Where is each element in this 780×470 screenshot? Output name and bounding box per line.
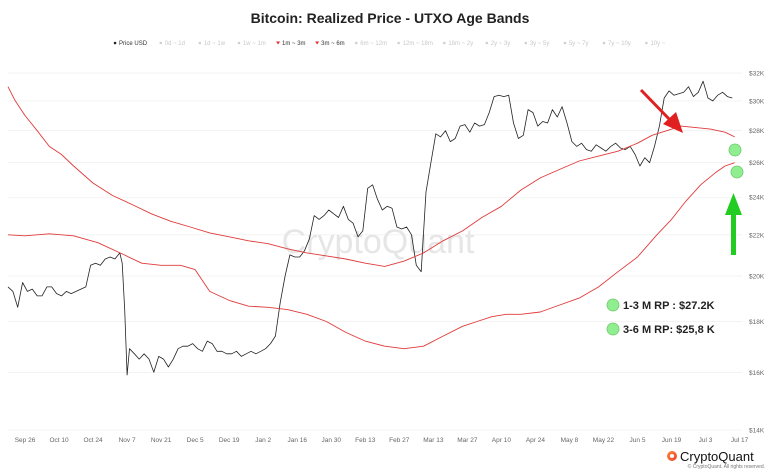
legend-item[interactable]: 3y ~ 5y bbox=[524, 41, 550, 47]
legend-item[interactable]: Price USD bbox=[113, 41, 148, 47]
y-tick-label: $32K bbox=[749, 71, 765, 78]
copyright-text: © CryptoQuant. All rights reserved. bbox=[688, 463, 765, 470]
legend-label: 3m ~ 6m bbox=[321, 41, 345, 47]
legend-item[interactable]: 10y ~ bbox=[645, 41, 666, 47]
legend-label: 12m ~ 18m bbox=[403, 41, 433, 47]
legend-item[interactable]: 18m ~ 2y bbox=[443, 41, 473, 47]
annotation-1-3m: 1-3 M RP : $27.2K bbox=[606, 298, 715, 312]
chart-title: Bitcoin: Realized Price - UTXO Age Bands bbox=[251, 10, 530, 26]
legend-label: 7y ~ 10y bbox=[608, 41, 631, 47]
y-tick-label: $22K bbox=[749, 232, 765, 239]
legend-symbol bbox=[524, 41, 528, 45]
legend-item[interactable]: 0d ~ 1d bbox=[159, 41, 185, 47]
legend-label: 0d ~ 1d bbox=[165, 41, 185, 47]
legend-item[interactable]: 5y ~ 7y bbox=[563, 41, 589, 47]
legend-label: 2y ~ 3y bbox=[491, 41, 511, 47]
x-tick-label: May 22 bbox=[593, 437, 615, 444]
cryptoquant-logo: CryptoQuant © CryptoQuant. All rights re… bbox=[667, 449, 765, 470]
legend-symbol bbox=[159, 41, 163, 45]
x-tick-label: Jun 5 bbox=[630, 437, 646, 444]
series-3m-6m bbox=[7, 162, 735, 350]
x-tick-label: Jan 30 bbox=[321, 437, 341, 444]
x-tick-label: Oct 24 bbox=[83, 437, 103, 444]
x-tick-label: Nov 7 bbox=[119, 437, 136, 444]
legend-label: 18m ~ 2y bbox=[448, 41, 473, 47]
legend-symbol bbox=[354, 41, 358, 45]
x-tick-label: Apr 10 bbox=[492, 437, 512, 444]
legend-item[interactable]: 1m ~ 3m bbox=[276, 41, 306, 47]
annotation-dot bbox=[606, 322, 620, 336]
green-arrow-icon bbox=[725, 193, 742, 255]
x-tick-label: Jan 16 bbox=[287, 437, 307, 444]
red-arrow-icon bbox=[639, 88, 683, 133]
series-layer bbox=[7, 80, 735, 376]
logo-text: CryptoQuant bbox=[680, 449, 754, 464]
legend-item[interactable]: 3m ~ 6m bbox=[315, 41, 345, 47]
legend-symbol bbox=[198, 41, 202, 45]
legend-item[interactable]: 7y ~ 10y bbox=[602, 41, 631, 47]
x-axis-ticks: Sep 26 Oct 10 Oct 24 Nov 7 Nov 21 Dec 5 Dec 19… bbox=[15, 437, 749, 444]
legend-item[interactable]: 6m ~ 12m bbox=[354, 41, 387, 47]
series-price-usd bbox=[7, 80, 733, 376]
legend-label: Price USD bbox=[119, 41, 148, 47]
x-tick-label: Jul 3 bbox=[699, 437, 713, 444]
x-tick-label: Mar 13 bbox=[423, 437, 444, 444]
x-tick-label: May 8 bbox=[561, 437, 579, 444]
legend-label: 1d ~ 1w bbox=[204, 41, 226, 47]
x-tick-label: Dec 19 bbox=[219, 437, 240, 444]
x-tick-label: Apr 24 bbox=[526, 437, 546, 444]
legend-item[interactable]: 12m ~ 18m bbox=[397, 41, 433, 47]
x-tick-label: Jan 2 bbox=[255, 437, 271, 444]
legend-label: 6m ~ 12m bbox=[360, 41, 387, 47]
y-tick-label: $24K bbox=[749, 195, 765, 202]
legend-symbol bbox=[563, 41, 567, 45]
marker-3-6m bbox=[730, 165, 744, 179]
y-tick-label: $18K bbox=[749, 319, 765, 326]
y-tick-label: $16K bbox=[749, 370, 765, 377]
legend-item[interactable]: 1d ~ 1w bbox=[198, 41, 226, 47]
legend-symbol bbox=[602, 41, 606, 45]
x-tick-label: Dec 5 bbox=[187, 437, 204, 444]
legend-label: 1m ~ 3m bbox=[282, 41, 306, 47]
annotation-dot bbox=[606, 298, 620, 312]
y-tick-label: $20K bbox=[749, 273, 765, 280]
x-tick-label: Sep 26 bbox=[15, 437, 36, 444]
legend-label: 5y ~ 7y bbox=[569, 41, 589, 47]
x-tick-label: Jun 19 bbox=[662, 437, 682, 444]
x-tick-label: Nov 21 bbox=[151, 437, 172, 444]
y-tick-label: $26K bbox=[749, 160, 765, 167]
legend-item[interactable]: 1w ~ 1m bbox=[237, 41, 266, 47]
legend-symbol bbox=[443, 41, 446, 45]
marker-1-3m bbox=[728, 143, 742, 157]
y-tick-label: $28K bbox=[749, 128, 765, 135]
y-axis-ticks: $14K $16K $18K $20K $22K $24K $26K $28K $30K $32K bbox=[749, 71, 765, 435]
legend-symbol bbox=[237, 41, 241, 45]
series-1m-3m bbox=[7, 86, 735, 267]
x-tick-label: Jul 17 bbox=[731, 437, 749, 444]
watermark-text: CryptoQuant bbox=[282, 223, 475, 261]
legend-symbol bbox=[113, 41, 117, 45]
annotation-1-3m-text: 1-3 M RP : $27.2K bbox=[623, 300, 715, 312]
legend-symbol bbox=[397, 41, 400, 45]
legend-label: 1w ~ 1m bbox=[243, 41, 266, 47]
x-tick-label: Mar 27 bbox=[457, 437, 478, 444]
legend-label: 3y ~ 5y bbox=[530, 41, 550, 47]
legend-symbol bbox=[276, 41, 281, 45]
legend-symbol bbox=[485, 41, 489, 45]
x-tick-label: Feb 13 bbox=[355, 437, 376, 444]
annotation-3-6m: 3-6 M RP: $25,8 K bbox=[606, 322, 715, 336]
chart-legend: Price USD 0d ~ 1d 1d ~ 1w 1w ~ 1m 1m ~ 3m 3m … bbox=[113, 41, 666, 47]
grid-layer bbox=[8, 72, 742, 431]
y-tick-label: $30K bbox=[749, 98, 765, 105]
legend-label: 10y ~ bbox=[650, 41, 665, 47]
y-tick-label: $14K bbox=[749, 428, 765, 435]
legend-item[interactable]: 2y ~ 3y bbox=[485, 41, 510, 47]
x-tick-label: Oct 10 bbox=[49, 437, 69, 444]
x-tick-label: Feb 27 bbox=[389, 437, 410, 444]
legend-symbol bbox=[315, 41, 320, 45]
legend-symbol bbox=[645, 41, 648, 45]
annotation-3-6m-text: 3-6 M RP: $25,8 K bbox=[623, 324, 715, 336]
